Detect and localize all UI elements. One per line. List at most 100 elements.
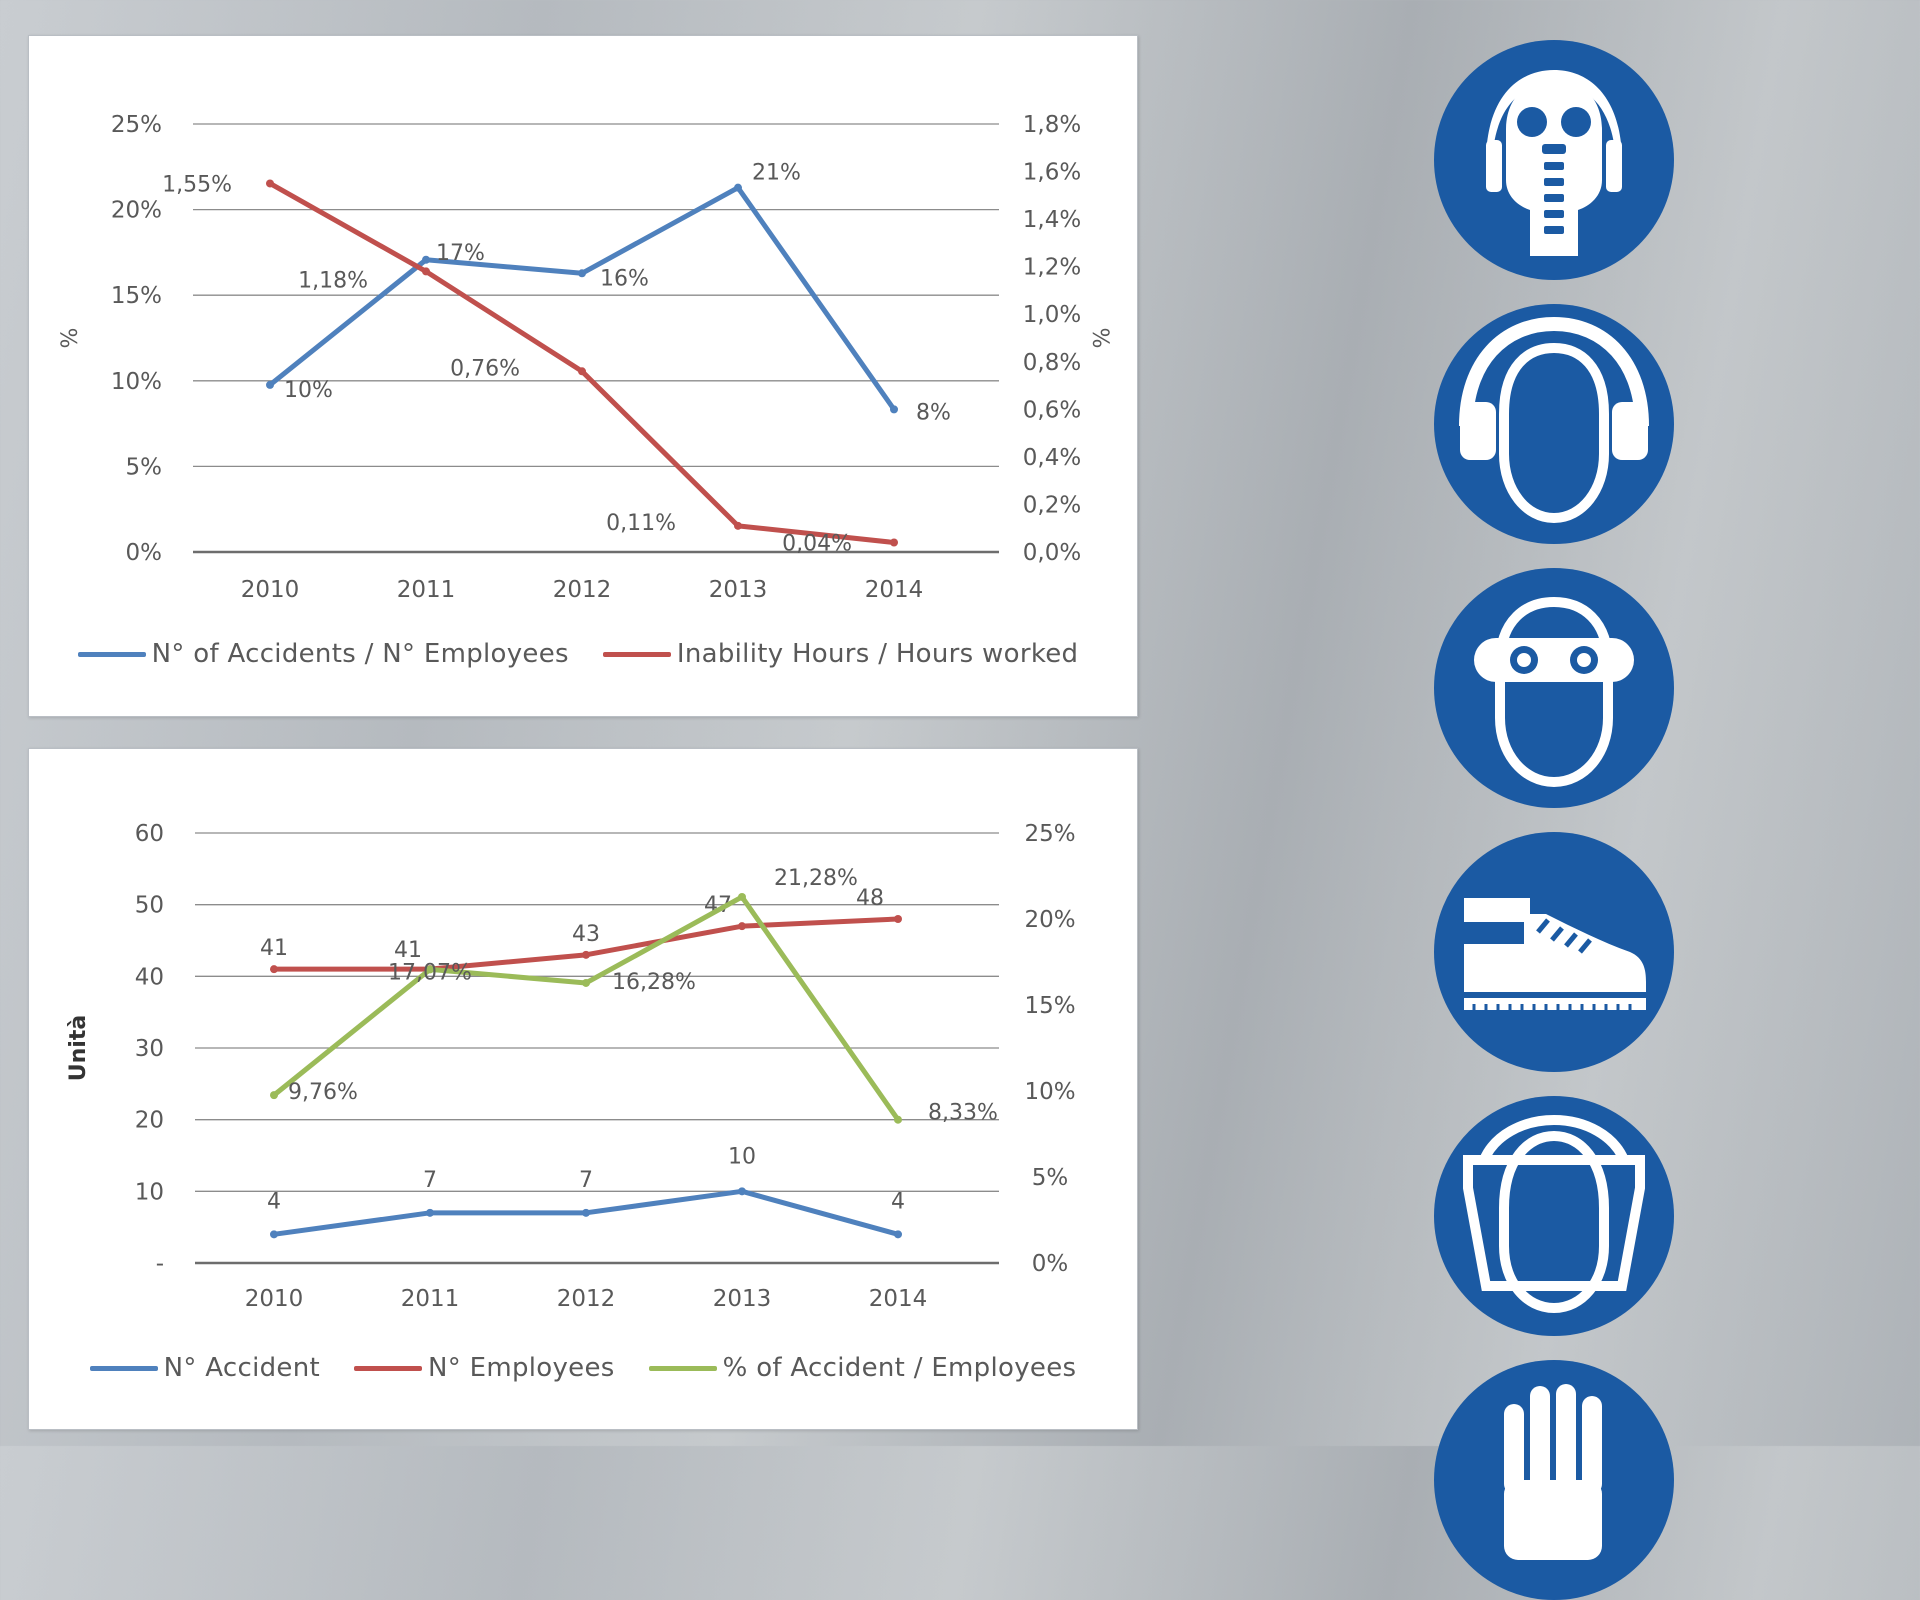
data-label: 7 <box>579 1168 593 1193</box>
x-tick-label: 2012 <box>557 1286 616 1312</box>
data-point <box>578 269 586 278</box>
data-label: 10% <box>284 378 333 403</box>
x-tick-label: 2013 <box>709 577 768 603</box>
y-tick-label-left: 20% <box>111 198 162 224</box>
y-tick-label-right: 25% <box>1024 821 1075 847</box>
data-point <box>422 267 430 276</box>
data-point <box>890 538 898 547</box>
legend-swatch-blue <box>77 651 146 657</box>
data-label: 8,33% <box>928 1101 998 1126</box>
y-tick-label-left: 40 <box>135 964 164 990</box>
data-point <box>734 521 742 530</box>
y-tick-label-left: 5% <box>126 454 163 480</box>
legend-label: N° Accident <box>163 1353 320 1383</box>
data-point <box>266 179 274 188</box>
data-label: 1,18% <box>298 268 368 293</box>
respirator-mask-icon <box>1434 40 1674 280</box>
x-tick-label: 2010 <box>241 577 300 603</box>
y-tick-label-right: 0,2% <box>1023 492 1081 518</box>
x-tick-label: 2012 <box>553 577 612 603</box>
y-tick-label-left: 10% <box>111 369 162 395</box>
y-tick-label-left: 25% <box>111 112 162 138</box>
data-point <box>894 1115 902 1124</box>
y-tick-label-right: 1,2% <box>1023 255 1081 281</box>
x-tick-label: 2014 <box>865 577 924 603</box>
ear-protection-icon <box>1434 304 1674 544</box>
data-label: 1,55% <box>162 172 232 197</box>
y-tick-label-right: 0,4% <box>1023 445 1081 471</box>
data-label: 17,07% <box>388 960 472 985</box>
protective-gloves-icon <box>1434 1360 1674 1600</box>
legend-label: Inability Hours / Hours worked <box>676 639 1079 669</box>
data-label: 21% <box>752 161 801 186</box>
x-tick-label: 2014 <box>869 1286 928 1312</box>
y-tick-label-left: 10 <box>135 1179 164 1205</box>
x-tick-label: 2010 <box>245 1286 304 1312</box>
data-label: 8% <box>916 400 951 425</box>
chart-accident-rates: 25% 20% 15% 10% 5% 0% 1,8% 1,6% 1,4% 1,2% 1,0% 0,8%… <box>58 112 1112 603</box>
data-label: 10 <box>728 1144 756 1169</box>
x-tick-label: 2013 <box>713 1286 772 1312</box>
data-label: 0,76% <box>450 356 520 381</box>
data-point <box>738 1187 746 1196</box>
safety-goggles-icon <box>1434 568 1674 808</box>
data-point <box>270 1091 278 1100</box>
data-point <box>734 183 742 192</box>
x-tick-label: 2011 <box>397 577 456 603</box>
data-point <box>582 1208 590 1217</box>
legend-item-accident-percentage: % of Accident / Employees <box>648 1353 1077 1383</box>
legend-swatch-red <box>353 1365 422 1371</box>
legend-label: N° Employees <box>427 1353 615 1383</box>
data-label: 48 <box>856 886 884 911</box>
data-point <box>266 380 274 389</box>
legend-swatch-green <box>648 1365 717 1371</box>
data-label: 21,28% <box>774 866 858 891</box>
data-point <box>738 922 746 931</box>
data-label: 41 <box>394 938 422 963</box>
legend-swatch-red <box>602 651 671 657</box>
data-point <box>270 965 278 974</box>
data-point <box>894 1230 902 1239</box>
y-tick-label-left: 50 <box>135 893 164 919</box>
x-tick-label: 2011 <box>401 1286 460 1312</box>
y-tick-label-left: - <box>156 1251 164 1277</box>
data-point <box>894 915 902 923</box>
data-label: 0,04% <box>782 531 852 556</box>
y-tick-label-right: 20% <box>1024 907 1075 933</box>
y-tick-label-right: 5% <box>1032 1165 1069 1191</box>
chart-panel-accident-rates: 25% 20% 15% 10% 5% 0% 1,8% 1,6% 1,4% 1,2% 1,0% 0,8%… <box>28 35 1138 717</box>
legend-swatch-blue <box>89 1365 158 1371</box>
y-tick-label-right: 10% <box>1024 1079 1075 1105</box>
y-tick-label-right: 0% <box>1032 1251 1069 1277</box>
y-tick-label-right: 1,8% <box>1023 112 1081 138</box>
series-line <box>267 185 897 412</box>
legend-item-accidents-per-employees: N° of Accidents / N° Employees <box>77 639 569 669</box>
y-tick-label-right: 0,8% <box>1023 350 1081 376</box>
legend-item-inability-hours: Inability Hours / Hours worked <box>602 639 1079 669</box>
data-point <box>582 978 590 987</box>
data-label: 4 <box>267 1189 281 1214</box>
data-point <box>422 255 430 264</box>
data-label: 9,76% <box>288 1080 358 1105</box>
y-tick-label-left: 0% <box>126 540 163 566</box>
y-tick-label-right: 1,6% <box>1023 160 1081 186</box>
safety-boots-icon <box>1434 832 1674 1072</box>
data-point <box>426 965 434 974</box>
y-tick-label-right: 1,0% <box>1023 302 1081 328</box>
y-tick-label-left: 20 <box>135 1108 164 1134</box>
y-axis-title-left: Unità <box>66 1015 91 1081</box>
chart-legend: N° Accident N° Employees % of Accident /… <box>29 1353 1137 1383</box>
y-tick-label-right: 15% <box>1024 993 1075 1019</box>
y-axis-title-right: % <box>1087 328 1112 349</box>
data-label: 41 <box>260 936 288 961</box>
data-point <box>738 892 746 901</box>
data-label: 4 <box>891 1189 905 1214</box>
y-tick-label-right: 0,6% <box>1023 397 1081 423</box>
data-label: 17% <box>436 241 485 266</box>
data-point <box>890 405 898 414</box>
y-tick-label-right: 0,0% <box>1023 540 1081 566</box>
legend-label: N° of Accidents / N° Employees <box>151 639 569 669</box>
series-line <box>267 180 897 545</box>
legend-item-accident: N° Accident <box>89 1353 320 1383</box>
chart-legend: N° of Accidents / N° Employees Inability… <box>19 639 1137 669</box>
